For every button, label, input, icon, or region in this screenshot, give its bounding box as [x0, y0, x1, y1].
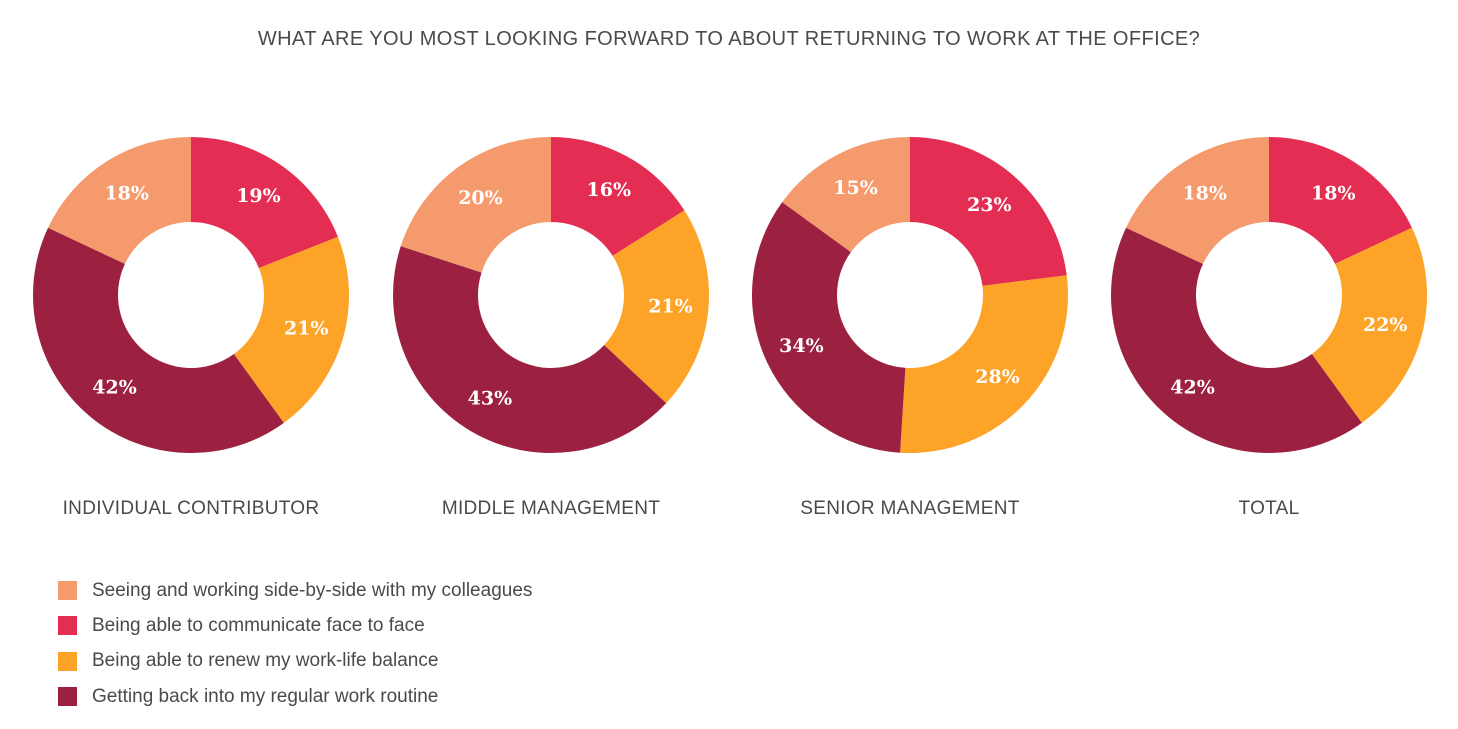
chart-title: WHAT ARE YOU MOST LOOKING FORWARD TO ABO… [257, 28, 1201, 50]
slice-label: 15% [833, 177, 878, 199]
legend-label: Being able to communicate face to face [92, 614, 425, 636]
donut-slice-routine [752, 202, 906, 453]
slice-label: 43% [468, 387, 513, 409]
donut-slice-routine [33, 227, 284, 453]
slice-label: 18% [104, 183, 149, 205]
donut-chart: 23% 28% 34% 15% SENIOR MANAGEMENT [752, 137, 1068, 519]
donut-slice-routine [1111, 227, 1362, 454]
slice-label: 21% [648, 295, 693, 317]
slice-label: 23% [967, 194, 1012, 216]
donut-chart: 19% 21% 42% 18% INDIVIDUAL CONTRIBUTOR [33, 137, 349, 519]
slice-label: 21% [284, 317, 329, 339]
legend-item-communicate: Being able to communicate face to face [58, 608, 532, 643]
donut-slice-communicate [1269, 137, 1412, 264]
legend: Seeing and working side-by-side with my … [58, 573, 532, 714]
slice-label: 34% [779, 335, 824, 357]
donut-slice-seeing [48, 137, 192, 264]
legend-swatch [58, 616, 77, 636]
slice-label: 22% [1363, 314, 1408, 336]
donut-slice-seeing [782, 137, 910, 253]
legend-item-balance: Being able to renew my work-life balance [58, 644, 532, 679]
chart-name: MIDDLE MANAGEMENT [442, 498, 660, 519]
donut-slice-balance [604, 210, 710, 404]
legend-swatch [58, 581, 77, 601]
donut-slice-communicate [551, 137, 685, 256]
donut-slice-seeing [400, 137, 551, 273]
legend-label: Getting back into my regular work routin… [92, 685, 439, 707]
slice-label: 16% [587, 179, 632, 201]
legend-label: Being able to renew my work-life balance [92, 650, 439, 672]
donut-slice-balance [233, 236, 349, 423]
slice-label: 42% [92, 376, 137, 398]
slice-label: 19% [236, 185, 281, 207]
donut-slice-communicate [191, 137, 338, 269]
legend-item-routine: Getting back into my regular work routin… [58, 679, 532, 714]
legend-item-seeing: Seeing and working side-by-side with my … [58, 573, 532, 608]
chart-name: TOTAL [1239, 498, 1300, 519]
donut-chart: 18% 22% 42% 18% TOTAL [1111, 137, 1427, 519]
chart-name: SENIOR MANAGEMENT [800, 498, 1019, 519]
donut-slice-balance [900, 275, 1068, 454]
donut-slice-routine [393, 246, 667, 454]
donut-slice-balance [1311, 227, 1427, 423]
chart-name: INDIVIDUAL CONTRIBUTOR [63, 498, 320, 519]
slice-label: 18% [1311, 183, 1356, 205]
legend-swatch [58, 651, 77, 671]
donut-slice-communicate [910, 137, 1067, 286]
slice-label: 42% [1170, 376, 1215, 398]
donut-chart: 16% 21% 43% 20% MIDDLE MANAGEMENT [393, 137, 710, 519]
legend-swatch [58, 687, 77, 707]
donut-charts: 19% 21% 42% 18% INDIVIDUAL CONTRIBUTOR 16% 21%… [33, 137, 1427, 519]
slice-label: 20% [458, 187, 503, 209]
donut-slice-seeing [1126, 137, 1269, 264]
legend-label: Seeing and working side-by-side with my … [92, 579, 533, 601]
slice-label: 18% [1182, 183, 1227, 205]
slice-label: 28% [975, 366, 1020, 388]
